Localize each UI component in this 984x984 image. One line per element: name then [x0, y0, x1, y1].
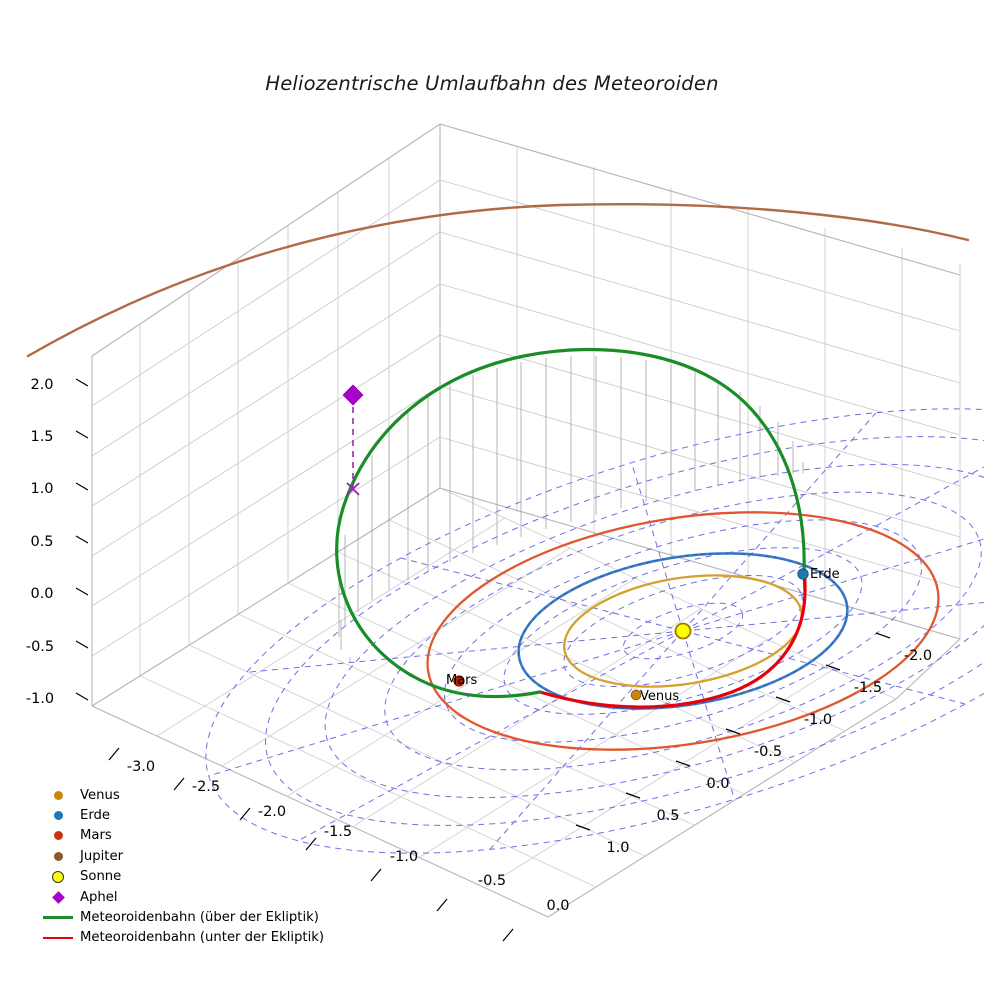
legend-item-sonne[interactable]: Sonne [36, 867, 324, 887]
legend-label-jupiter: Jupiter [80, 848, 123, 864]
z-tick-5: -0.5 [26, 639, 54, 655]
pane-gridlines [91, 123, 961, 707]
x-tick-5: -0.5 [478, 873, 506, 889]
x-axis-tick-labels: -3.0 -2.5 -2.0 -1.5 -1.0 -0.5 0.0 [127, 759, 570, 914]
legend-item-meteoroid-below[interactable]: Meteoroidenbahn (unter der Ekliptik) [36, 928, 324, 948]
legend-item-jupiter[interactable]: Jupiter [36, 846, 324, 866]
x-tick-4: -1.0 [390, 849, 418, 865]
red-line-icon [36, 936, 80, 940]
z-tick-3: 0.5 [30, 534, 53, 550]
legend-label-mars: Mars [80, 828, 112, 844]
legend-item-venus[interactable]: Venus [36, 785, 324, 805]
y-tick-5: 0.5 [656, 808, 679, 824]
orbit-jupiter [26, 202, 970, 358]
meteoroid-droplines [338, 356, 804, 663]
aphelion-marker [342, 384, 364, 406]
y-tick-1: -1.5 [854, 680, 882, 696]
x-tick-1: -2.5 [192, 779, 220, 795]
legend-label-sonne: Sonne [80, 869, 122, 885]
legend-label-meteoroid-above: Meteoroidenbahn (über der Ekliptik) [80, 909, 319, 925]
z-tick-2: 1.0 [30, 481, 53, 497]
y-tick-4: 0.0 [706, 776, 729, 792]
y-tick-0: -2.0 [904, 648, 932, 664]
y-axis-tick-labels: -2.0 -1.5 -1.0 -0.5 0.0 0.5 1.0 [606, 648, 932, 856]
x-tick-3: -1.5 [324, 824, 352, 840]
ecliptic-polar-grid [205, 408, 984, 854]
mars-dot-icon [36, 831, 80, 841]
y-tick-2: -1.0 [804, 712, 832, 728]
mars-marker-group: Mars [446, 673, 478, 688]
legend-label-aphel: Aphel [80, 889, 118, 905]
orbit-mars [426, 511, 940, 751]
y-tick-3: -0.5 [754, 744, 782, 760]
erde-label: Erde [810, 567, 840, 582]
z-tick-6: -1.0 [26, 691, 54, 707]
y-axis-ticks [575, 632, 891, 831]
z-tick-0: 2.0 [30, 377, 53, 393]
meteoroid-orbit-above [335, 347, 806, 699]
x-tick-6: 0.0 [546, 898, 569, 914]
venus-marker-group: Venus [630, 689, 679, 704]
z-axis-tick-labels: 2.0 1.5 1.0 0.5 0.0 -0.5 -1.0 [26, 377, 54, 707]
legend: Venus Erde Mars Jupiter Sonne Aphel [36, 785, 324, 948]
axes-box-edges [91, 123, 961, 918]
z-tick-1: 1.5 [30, 429, 53, 445]
legend-item-aphel[interactable]: Aphel [36, 887, 324, 907]
legend-item-erde[interactable]: Erde [36, 805, 324, 825]
sonne-marker [674, 622, 692, 640]
mars-label: Mars [446, 673, 478, 688]
legend-item-meteoroid-above[interactable]: Meteoroidenbahn (über der Ekliptik) [36, 907, 324, 927]
erde-marker-group: Erde [797, 567, 840, 582]
venus-dot-icon [36, 790, 80, 800]
venus-label: Venus [640, 689, 679, 704]
x-tick-2: -2.0 [258, 804, 286, 820]
legend-item-mars[interactable]: Mars [36, 826, 324, 846]
x-tick-0: -3.0 [127, 759, 155, 775]
erde-dot-icon [36, 811, 80, 821]
page-title: Heliozentrische Umlaufbahn des Meteoroid… [265, 72, 719, 95]
legend-label-erde: Erde [80, 807, 111, 823]
z-axis-ticks [75, 378, 89, 701]
legend-label-meteoroid-below: Meteoroidenbahn (unter der Ekliptik) [80, 930, 325, 946]
legend-label-venus: Venus [80, 787, 120, 803]
z-tick-4: 0.0 [30, 586, 53, 602]
aphel-diamond-icon [36, 890, 80, 904]
green-line-icon [36, 916, 80, 919]
sonne-dot-icon [36, 870, 80, 883]
y-tick-6: 1.0 [606, 840, 629, 856]
jupiter-dot-icon [36, 851, 80, 861]
orbit-erde [517, 552, 849, 710]
x-axis-ticks [108, 747, 514, 942]
aphelion-projection-x-marker [346, 482, 360, 496]
